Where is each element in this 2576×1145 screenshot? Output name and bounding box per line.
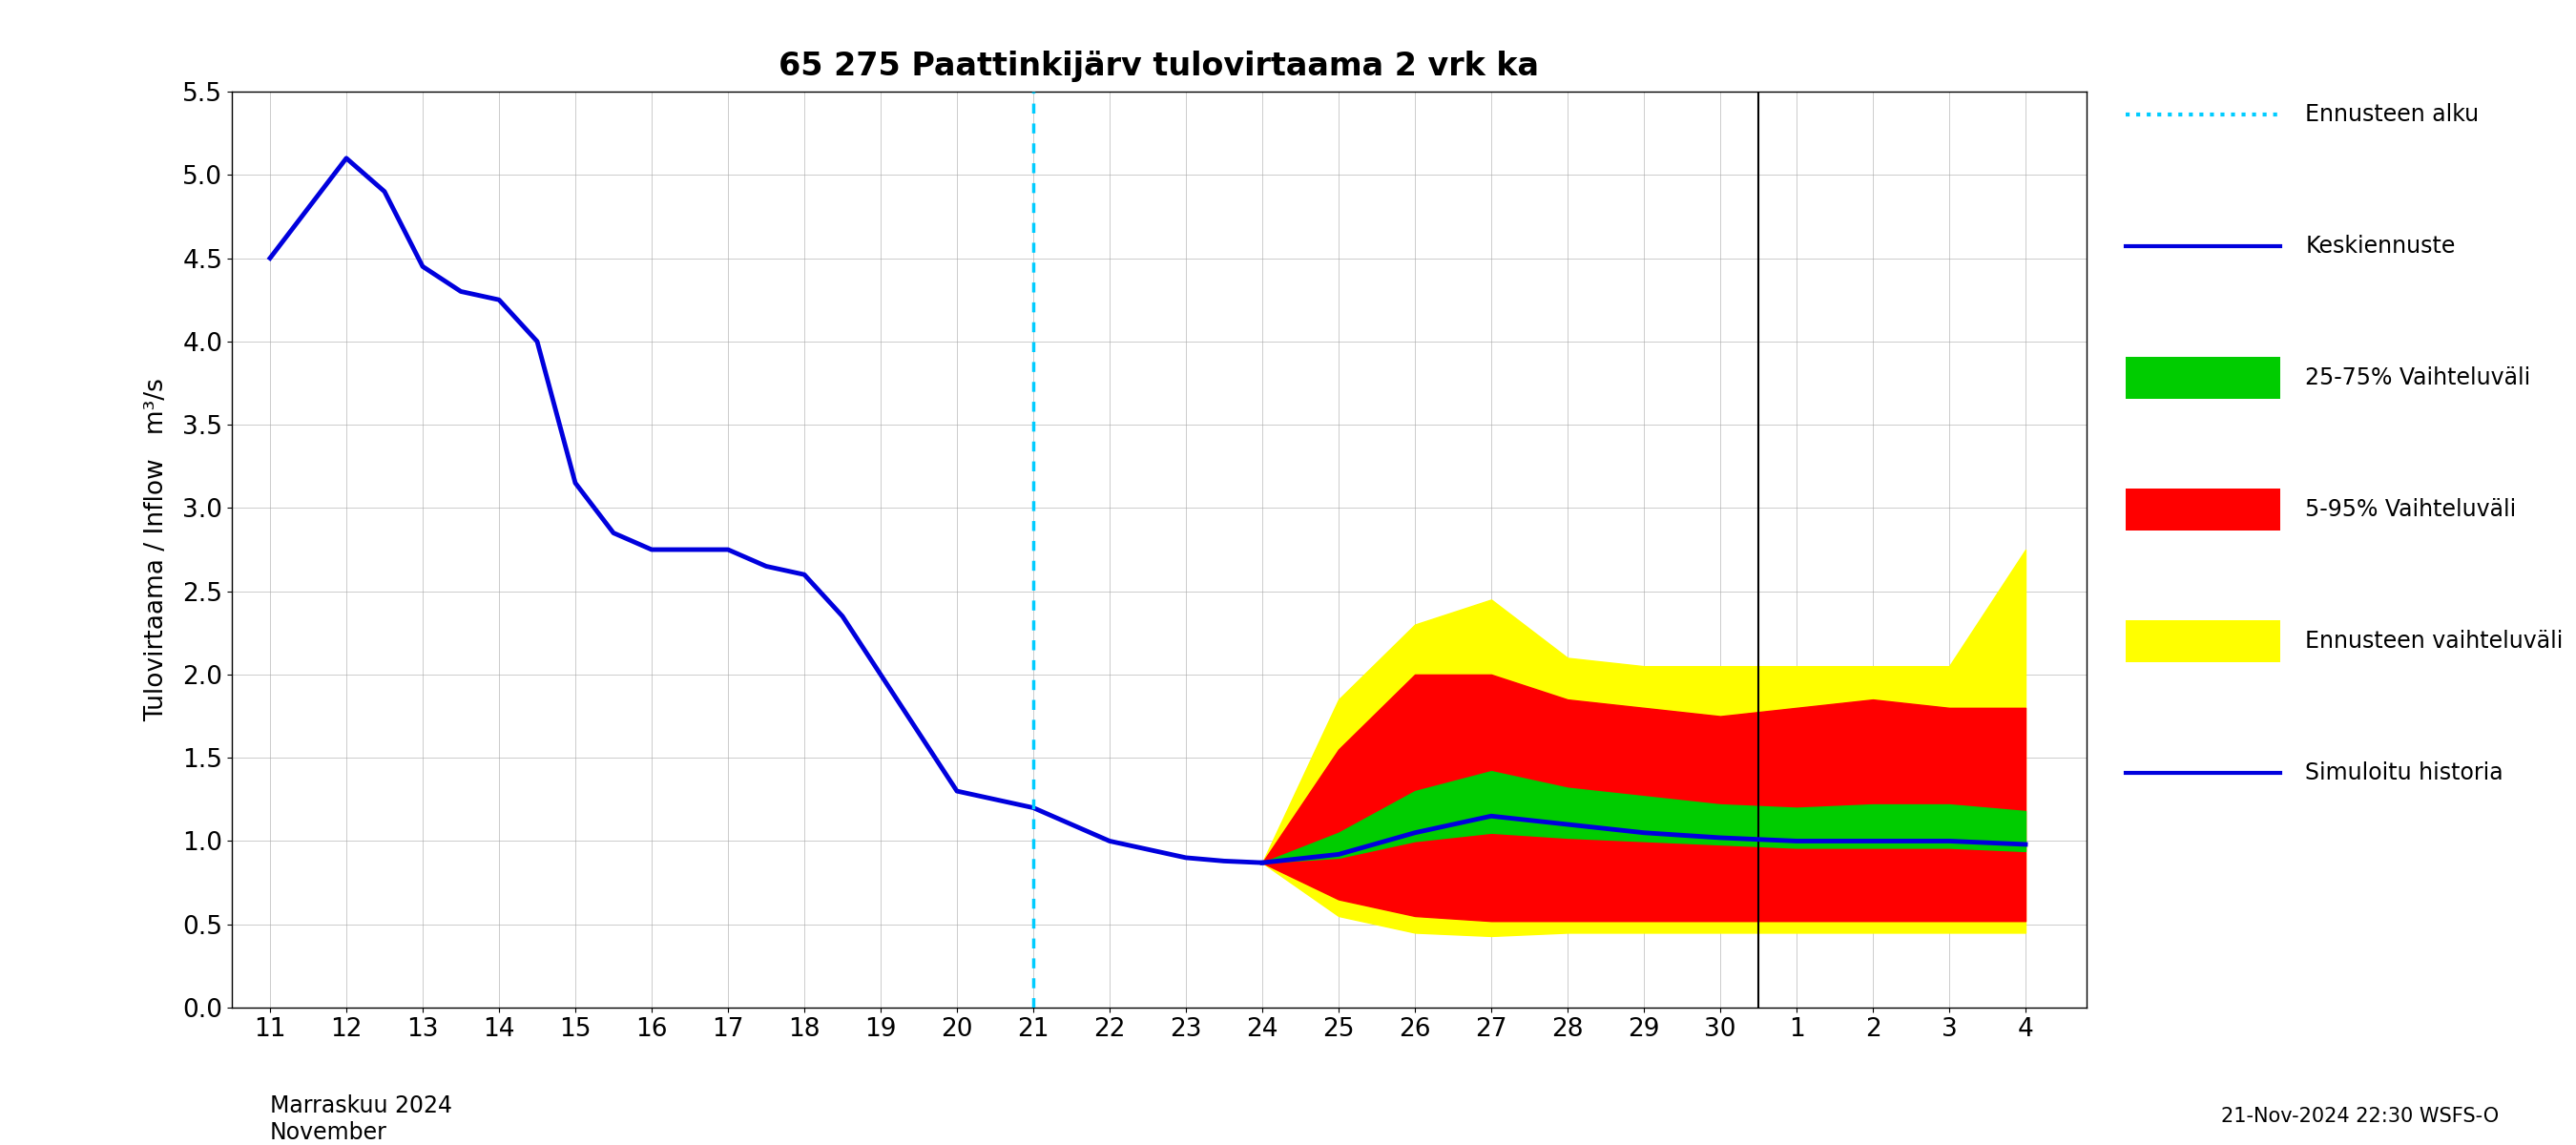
Text: Keskiennuste: Keskiennuste	[2306, 235, 2455, 258]
Text: 21-Nov-2024 22:30 WSFS-O: 21-Nov-2024 22:30 WSFS-O	[2221, 1107, 2499, 1126]
Y-axis label: Tulovirtaama / Inflow   m³/s: Tulovirtaama / Inflow m³/s	[144, 378, 170, 721]
Title: 65 275 Paattinkijärv tulovirtaama 2 vrk ka: 65 275 Paattinkijärv tulovirtaama 2 vrk …	[778, 50, 1540, 82]
Text: 5-95% Vaihteluväli: 5-95% Vaihteluväli	[2306, 498, 2517, 521]
Text: Ennusteen alku: Ennusteen alku	[2306, 103, 2478, 126]
Text: 25-75% Vaihteluväli: 25-75% Vaihteluväli	[2306, 366, 2530, 389]
Text: Marraskuu 2024
November: Marraskuu 2024 November	[270, 1095, 453, 1144]
Text: Simuloitu historia: Simuloitu historia	[2306, 761, 2504, 784]
Text: Ennusteen vaihteluväli: Ennusteen vaihteluväli	[2306, 630, 2563, 653]
